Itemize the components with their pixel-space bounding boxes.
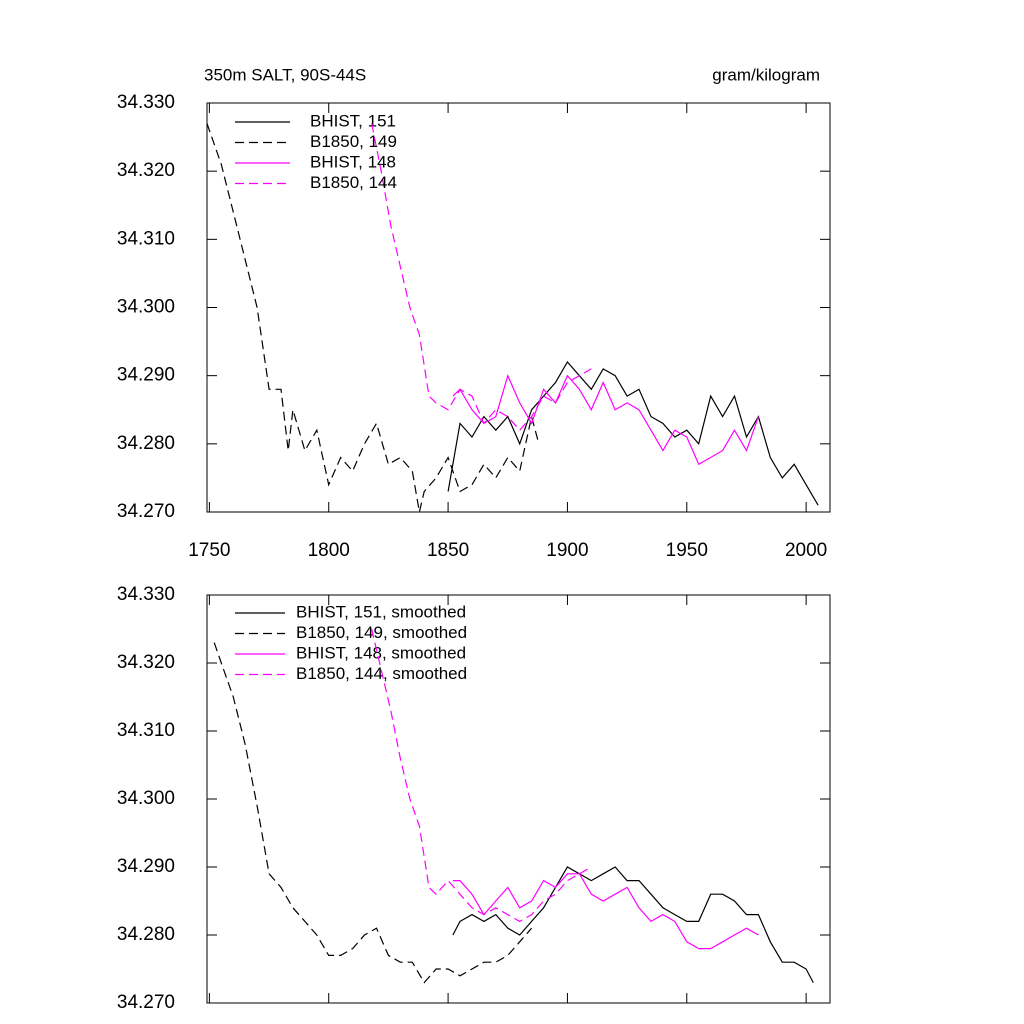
x-tick-label: 1750 — [188, 540, 230, 561]
series-line — [452, 373, 759, 466]
y-tick-label: 34.300 — [117, 788, 175, 809]
series-line — [213, 642, 533, 984]
series-line — [371, 123, 592, 432]
series-line — [206, 123, 540, 513]
x-tick-label: 1800 — [308, 540, 350, 561]
x-tick-label: 2000 — [785, 540, 827, 561]
legend-label: BHIST, 151 — [310, 111, 396, 130]
legend-label: B1850, 149 — [310, 132, 397, 151]
legend-label: BHIST, 151, smoothed — [296, 602, 466, 621]
series-line — [447, 360, 819, 506]
legend-label: B1850, 144 — [310, 173, 397, 192]
legend-label: B1850, 144, smoothed — [296, 664, 467, 683]
y-tick-label: 34.280 — [117, 433, 175, 454]
legend-label: B1850, 149, smoothed — [296, 623, 467, 642]
y-tick-label: 34.270 — [117, 501, 175, 522]
series-line — [452, 866, 814, 983]
legend-label: BHIST, 148 — [310, 152, 396, 171]
y-tick-label: 34.280 — [117, 924, 175, 945]
y-tick-label: 34.290 — [117, 365, 175, 386]
plot-frame — [206, 102, 831, 513]
y-tick-label: 34.310 — [117, 720, 175, 741]
y-tick-label: 34.300 — [117, 297, 175, 318]
y-tick-label: 34.320 — [117, 160, 175, 181]
series-line — [452, 873, 759, 950]
series-line — [371, 628, 592, 923]
y-tick-label: 34.330 — [117, 92, 175, 113]
legend-label: BHIST, 148, smoothed — [296, 643, 466, 662]
chart-title: 350m SALT, 90S-44S — [204, 65, 366, 84]
x-tick-label: 1850 — [427, 540, 469, 561]
x-tick-label: 1950 — [666, 540, 708, 561]
x-tick-label: 1900 — [546, 540, 588, 561]
y-tick-label: 34.290 — [117, 856, 175, 877]
units-label: gram/kilogram — [712, 65, 820, 84]
y-tick-label: 34.310 — [117, 228, 175, 249]
y-tick-label: 34.330 — [117, 584, 175, 605]
y-tick-label: 34.320 — [117, 652, 175, 673]
y-tick-label: 34.270 — [117, 992, 175, 1013]
